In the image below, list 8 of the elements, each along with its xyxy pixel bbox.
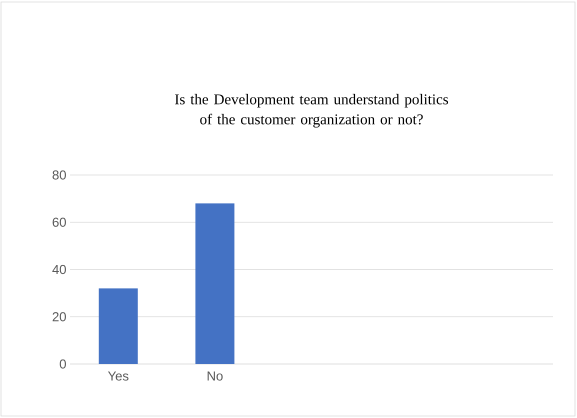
y-tick-label: 0 — [60, 359, 66, 369]
chart-title: Is the Development team understand politics of the customer organization or not? — [175, 94, 448, 128]
x-tick-label: Yes — [108, 372, 128, 381]
y-tick-label: 20 — [52, 312, 66, 322]
y-tick-label: 40 — [52, 264, 66, 274]
y-tick-label: 80 — [52, 170, 66, 180]
y-tick-label: 60 — [52, 218, 66, 227]
x-tick-label: No — [208, 372, 223, 381]
